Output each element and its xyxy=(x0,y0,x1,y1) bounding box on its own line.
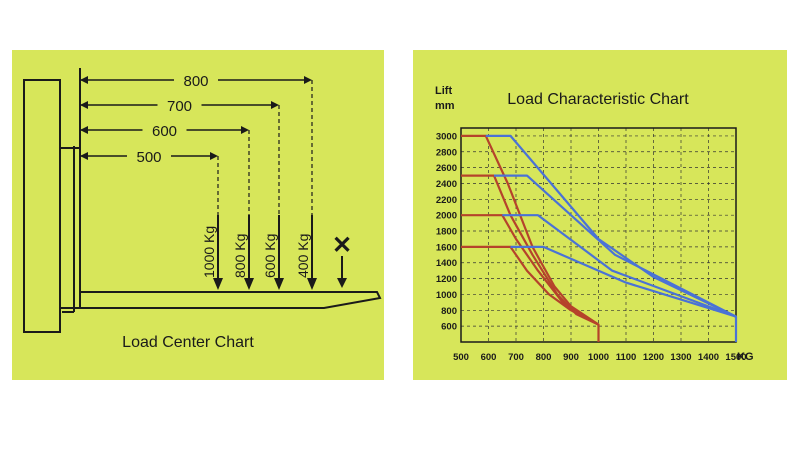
x-tick-label: 1000 xyxy=(588,352,609,363)
dimension-800: 800 xyxy=(80,71,312,90)
fork-outline xyxy=(62,146,382,312)
series-line-red-3 xyxy=(461,245,600,326)
x-tick-label: 1400 xyxy=(698,352,719,363)
y-axis-label: Lift xyxy=(435,85,452,97)
dimension-600: 600 xyxy=(80,121,249,140)
prohibited-arrow-head xyxy=(337,278,347,288)
load-label: 1000 Kg xyxy=(201,226,217,278)
series-line-blue-6 xyxy=(502,214,737,318)
x-tick-label: 500 xyxy=(453,352,469,363)
y-tick-label: 800 xyxy=(441,306,457,317)
series-line-red-2 xyxy=(461,214,600,326)
carriage-block xyxy=(23,79,61,333)
y-axis-unit: mm xyxy=(435,100,455,112)
load-center-diagram: 800 700 600 500 1000 Kg 800 Kg 600 Kg 400 Kg ✕… xyxy=(23,68,382,351)
load-label: 800 Kg xyxy=(232,234,248,278)
prohibited-icon: ✕ xyxy=(332,232,352,259)
x-tick-label: 600 xyxy=(481,352,497,363)
load-label: 600 Kg xyxy=(262,234,278,278)
y-tick-label: 1400 xyxy=(436,258,457,269)
y-tick-label: 1800 xyxy=(436,227,457,238)
series-line-blue-7 xyxy=(510,245,737,318)
x-tick-label: 1200 xyxy=(643,352,664,363)
y-tick-label: 1000 xyxy=(436,290,457,301)
y-tick-label: 3000 xyxy=(436,131,457,142)
dimension-500: 500 xyxy=(80,147,218,166)
prohibited-mark: ✕ xyxy=(332,232,352,288)
dimension-700: 700 xyxy=(80,96,279,115)
load-arrow-400kg: 400 Kg xyxy=(295,80,317,290)
y-tick-label: 2600 xyxy=(436,163,457,174)
load-center-caption: Load Center Chart xyxy=(122,334,254,351)
dimension-label: 500 xyxy=(136,149,161,166)
x-tick-label: 900 xyxy=(563,352,579,363)
y-tick-label: 600 xyxy=(441,322,457,333)
series-line-blue-4 xyxy=(485,134,738,342)
series-line-blue-5 xyxy=(494,174,737,318)
dimension-label: 700 xyxy=(167,98,192,115)
load-characteristic-panel: Load Characteristic Chart Lift mm KG 500… xyxy=(413,50,787,380)
x-tick-label: 1100 xyxy=(616,352,637,363)
y-tick-label: 2000 xyxy=(436,211,457,222)
load-arrow-600kg: 600 Kg xyxy=(262,105,284,290)
load-arrow-800kg: 800 Kg xyxy=(232,130,254,290)
x-axis-unit: KG xyxy=(737,351,754,363)
x-tick-label: 1300 xyxy=(670,352,691,363)
load-label: 400 Kg xyxy=(295,234,311,278)
y-tick-label: 2800 xyxy=(436,147,457,158)
y-tick-label: 2200 xyxy=(436,195,457,206)
load-characteristic-chart: Load Characteristic Chart Lift mm KG 500… xyxy=(435,85,754,363)
load-center-panel: 800 700 600 500 1000 Kg 800 Kg 600 Kg 400 Kg ✕… xyxy=(12,50,384,380)
dimension-label: 600 xyxy=(152,123,177,140)
x-tick-label: 1500 xyxy=(725,352,746,363)
series-line-red-1 xyxy=(461,174,599,326)
x-tick-label: 700 xyxy=(508,352,524,363)
y-tick-label: 2400 xyxy=(436,179,457,190)
load-arrow-1000kg: 1000 Kg xyxy=(201,156,223,290)
dimension-label: 800 xyxy=(183,73,208,90)
x-tick-label: 800 xyxy=(536,352,552,363)
chart-title: Load Characteristic Chart xyxy=(507,91,689,108)
y-tick-label: 1200 xyxy=(436,274,457,285)
fork-shank xyxy=(59,147,81,309)
y-tick-label: 1600 xyxy=(436,242,457,253)
